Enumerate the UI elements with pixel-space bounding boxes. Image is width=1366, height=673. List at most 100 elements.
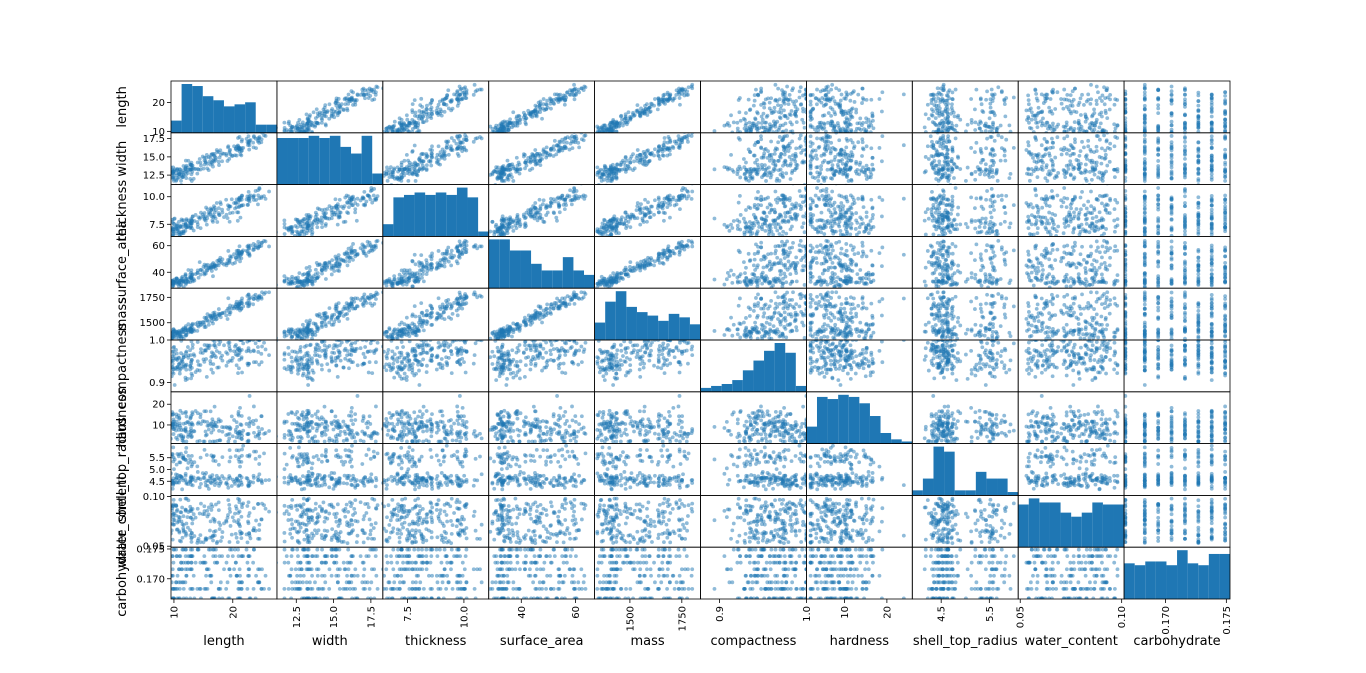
point-width-mass-96 [605,171,610,175]
point-width-hardness-107 [850,140,855,145]
point-thickness-length-78 [215,220,220,224]
point-thickness-width-149 [307,219,311,223]
point-length-hardness-175 [860,86,865,91]
point-width-carbohydrate-163 [1183,170,1187,175]
point-length-carbohydrate-131 [1209,93,1214,97]
point-width-compactness-103 [791,132,795,135]
point-length-hardness-194 [820,113,825,118]
point-thickness-compactness-174 [767,223,772,228]
point-length-surface_area-139 [540,116,544,121]
point-width-compactness-187 [775,176,780,181]
point-length-thickness-130 [390,129,395,133]
point-thickness-width-58 [315,225,320,230]
point-width-hardness-189 [845,167,850,172]
point-length-surface_area-33 [541,97,546,101]
point-length-carbohydrate-180 [1142,128,1147,133]
point-length-mass-171 [667,96,672,101]
point-length-thickness-90 [418,113,422,118]
point-length-shell_top_radius-163 [922,125,927,130]
point-width-water_content-184 [1050,136,1054,141]
hist-bar-width-6 [340,146,352,185]
point-thickness-compactness-108 [764,214,769,219]
point-thickness-length-147 [227,219,232,224]
point-width-water_content-133 [1112,167,1117,172]
point-length-compactness-40 [801,106,805,111]
point-width-hardness-103 [834,132,839,135]
point-thickness-compactness-157 [738,227,743,232]
point-length-width-167 [315,111,320,116]
point-length-shell_top_radius-86 [929,101,934,105]
point-length-carbohydrate-177 [1223,90,1228,95]
point-length-water_content-135 [1079,124,1084,129]
point-length-width-38 [363,96,367,101]
point-width-length-176 [263,134,268,138]
point-width-surface_area-183 [523,160,528,165]
point-width-hardness-152 [808,153,813,158]
point-thickness-surface_area-140 [524,210,529,215]
point-length-thickness-183 [407,120,412,125]
point-length-compactness-53 [762,105,767,110]
point-thickness-width-184 [368,189,373,193]
point-length-carbohydrate-107 [1196,90,1201,95]
point-width-water_content-189 [1076,167,1081,172]
point-length-shell_top_radius-134 [994,130,999,133]
point-thickness-mass-153 [598,231,602,236]
point-width-carbohydrate-194 [1142,160,1147,165]
point-width-compactness-188 [793,153,798,158]
point-thickness-length-184 [253,189,258,193]
point-width-length-147 [227,149,232,153]
point-length-surface_area-169 [518,121,522,125]
point-thickness-shell_top_radius-64 [936,233,941,237]
point-thickness-compactness-177 [759,198,763,202]
point-length-surface_area-145 [562,102,567,107]
point-thickness-compactness-71 [780,233,785,237]
point-length-thickness-54 [424,107,429,112]
hist-bar-width-7 [351,153,362,185]
point-width-shell_top_radius-160 [984,146,988,151]
point-length-water_content-184 [1050,89,1054,94]
point-length-shell_top_radius-8 [923,112,928,117]
point-thickness-surface_area-164 [530,213,535,218]
point-length-surface_area-107 [565,90,569,95]
point-width-water_content-199 [1074,158,1079,162]
point-length-hardness-77 [880,109,884,114]
point-length-mass-176 [689,84,694,89]
point-width-mass-159 [686,139,690,144]
point-width-water_content-175 [1073,140,1077,145]
point-length-carbohydrate-161 [1124,92,1128,97]
point-thickness-width-182 [349,195,354,200]
point-length-hardness-143 [871,118,875,123]
point-thickness-surface_area-194 [516,218,521,223]
point-length-surface_area-130 [492,129,496,133]
point-width-thickness-125 [430,151,434,156]
point-length-thickness-176 [457,84,462,89]
point-thickness-hardness-168 [850,202,855,206]
point-length-thickness-145 [436,102,441,107]
point-length-water_content-43 [1113,126,1118,131]
point-thickness-width-134 [303,237,307,241]
point-width-carbohydrate-61 [1142,137,1147,142]
point-length-shell_top_radius-152 [933,99,938,104]
point-length-shell_top_radius-28 [976,133,980,137]
point-width-shell_top_radius-196 [973,177,978,182]
point-length-width-87 [366,96,371,100]
point-thickness-compactness-188 [793,204,798,209]
point-thickness-hardness-136 [863,226,868,230]
point-width-length-54 [217,163,221,168]
cell-width-vs-width [276,132,384,186]
point-thickness-width-140 [313,210,318,215]
point-thickness-width-94 [355,203,360,207]
point-width-water_content-163 [1097,170,1102,175]
point-thickness-compactness-169 [725,224,730,228]
point-length-mass-157 [597,130,602,133]
point-width-water_content-81 [1104,138,1109,143]
point-length-water_content-30 [1092,107,1096,112]
point-width-thickness-183 [407,160,412,165]
point-width-shell_top_radius-198 [1002,147,1007,152]
point-thickness-length-175 [259,196,264,200]
point-width-carbohydrate-68 [1183,144,1187,149]
point-width-water_content-11 [1026,143,1031,148]
point-thickness-compactness-129 [788,214,793,219]
point-width-carbohydrate-98 [1183,156,1187,161]
point-length-carbohydrate-138 [1209,105,1214,110]
